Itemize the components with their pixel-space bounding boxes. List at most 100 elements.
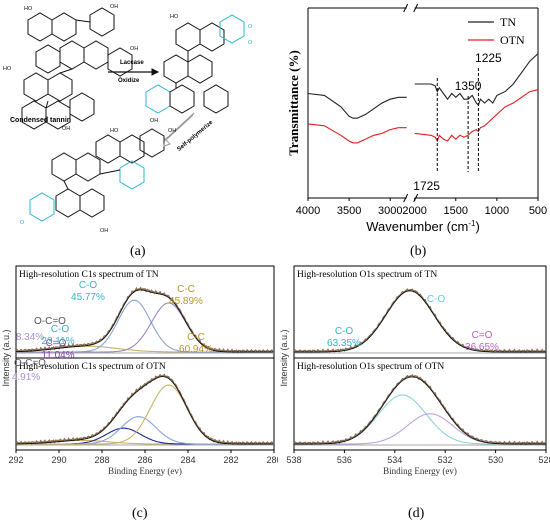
x-tick-label: 3500 — [337, 205, 361, 217]
x-tick-label: 286 — [137, 455, 152, 465]
x-tick-label: 290 — [51, 455, 66, 465]
subplot-title: High-resolution C1s spectrum of OTN — [19, 361, 166, 372]
x-tick-label: 530 — [488, 455, 503, 465]
series-line-otn — [414, 89, 539, 143]
annotation-label: 1725 — [413, 179, 440, 193]
x-tick-label: 1000 — [485, 205, 509, 217]
x-tick-label: 1500 — [444, 205, 468, 217]
series-line-otn — [307, 123, 407, 144]
x-tick-label: 528 — [538, 455, 550, 465]
series-line-tn — [307, 92, 407, 119]
ftir-chart: 4000 3500 3000 2000 1500 1000 500 Wavenumber (c… — [286, 3, 547, 234]
legend-label: OTN — [500, 33, 525, 47]
axis-break-mark — [403, 193, 409, 203]
caption-d: (d) — [408, 506, 425, 521]
oh-label: OH — [168, 128, 176, 134]
oh-label: HO — [24, 6, 33, 12]
y-axis-label: Transmittance (%) — [286, 50, 301, 156]
peak-percent: 45.89% — [169, 296, 203, 307]
x-tick-label: 280 — [266, 455, 278, 465]
peak-percent: 63.35% — [327, 338, 361, 349]
peak-percent: 8.34% — [16, 332, 44, 343]
peak-component — [294, 413, 546, 445]
fitted-envelope — [294, 376, 546, 445]
scheme-panel: Laccase Oxidize Condensed tannin Self-po… — [0, 0, 290, 240]
x-axis-label: Binding Energy (ev) — [108, 466, 182, 476]
peak-percent: 23.11% — [41, 336, 74, 347]
oxidize-label: Oxidize — [118, 78, 140, 84]
laccase-label: Laccase — [120, 60, 144, 66]
x-axis-label: Wavenumber (cm-1) — [366, 219, 480, 234]
peak-label: O-C=O — [34, 316, 66, 327]
series-line-tn — [414, 53, 539, 106]
o-label: O — [20, 220, 25, 226]
caption-c: (c) — [132, 506, 148, 521]
peak-label: C-O — [79, 280, 98, 291]
peak-component — [16, 416, 273, 445]
x-axis-label: Binding Energy (ev) — [383, 466, 457, 476]
x-tick-label: 3000 — [378, 205, 402, 217]
oh-label: OH — [150, 118, 158, 124]
x-tick-label: 532 — [438, 455, 453, 465]
ftir-panel: 4000 3500 3000 2000 1500 1000 500 Wavenumber (c… — [286, 0, 550, 240]
peak-percent: 4.91% — [12, 372, 40, 383]
oh-label: HO — [110, 128, 119, 134]
oh-label: OH — [100, 228, 108, 234]
peak-label: C-O — [427, 294, 446, 305]
oxidized-structure — [145, 14, 245, 114]
peak-component — [16, 384, 273, 445]
polymer-structure — [29, 128, 165, 222]
peak-label: C=O — [472, 330, 493, 341]
subplot-title: High-resolution O1s spectrum of OTN — [297, 361, 444, 372]
peak-percent: 36.65% — [465, 342, 499, 353]
y-axis-label: Intensity (a.u.) — [279, 329, 289, 386]
caption-b: (b) — [410, 244, 427, 259]
axis-break-mark — [403, 3, 409, 13]
x-tick-label: 2000 — [402, 205, 426, 217]
peak-label: C-O — [51, 324, 70, 335]
axis-break-mark — [413, 3, 419, 13]
c1s-chart: 292 290 288 286 284 282 280 Binding Energy (ev)… — [1, 265, 282, 476]
o1s-chart: 538 536 534 532 530 528 Binding Energy (ev) Int… — [279, 265, 550, 476]
fitted-envelope — [294, 290, 546, 353]
oh-label: OH — [62, 126, 70, 132]
x-tick-label: 538 — [286, 455, 301, 465]
peak-component — [294, 394, 546, 445]
tannin-label: Condensed tannin — [10, 117, 71, 124]
raw-spectrum — [15, 373, 274, 446]
caption-a: (a) — [130, 244, 146, 259]
oh-label: OH — [110, 4, 118, 10]
o-label: O — [248, 40, 253, 46]
x-tick-label: 284 — [180, 455, 195, 465]
peak-label: O-C=O — [14, 358, 46, 369]
y-axis-label: Intensity (a.u.) — [1, 329, 11, 386]
subplot-title: High-resolution C1s spectrum of TN — [19, 269, 159, 280]
peak-percent: 11.04% — [41, 350, 74, 361]
tannin-structure — [21, 7, 133, 130]
annotation-label: 1225 — [475, 51, 502, 65]
peak-percent: 60.94% — [179, 344, 213, 355]
raw-spectrum — [293, 374, 546, 446]
peak-label: C-O — [335, 326, 354, 337]
legend-label: TN — [500, 15, 516, 29]
x-tick-label: 536 — [337, 455, 352, 465]
peak-label: C-C — [177, 284, 195, 295]
raw-spectrum — [293, 288, 546, 354]
fitted-envelope — [16, 289, 273, 353]
x-tick-label: 4000 — [296, 205, 320, 217]
oh-label: OH — [130, 46, 138, 52]
peak-label: C=O — [46, 338, 67, 349]
oh-label: HO — [3, 66, 12, 72]
subplot-title: High-resolution O1s spectrum of TN — [297, 269, 437, 280]
peak-percent: 45.77% — [71, 292, 105, 303]
oh-label: HO — [170, 14, 179, 20]
x-tick-label: 288 — [94, 455, 109, 465]
o-label: O — [248, 24, 253, 30]
x-tick-label: 534 — [387, 455, 402, 465]
x-tick-label: 292 — [8, 455, 23, 465]
fitted-envelope — [16, 376, 273, 445]
annotation-label: 1350 — [455, 79, 482, 93]
x-tick-label: 282 — [223, 455, 238, 465]
x-tick-label: 500 — [529, 205, 547, 217]
peak-label: C-C — [187, 332, 205, 343]
